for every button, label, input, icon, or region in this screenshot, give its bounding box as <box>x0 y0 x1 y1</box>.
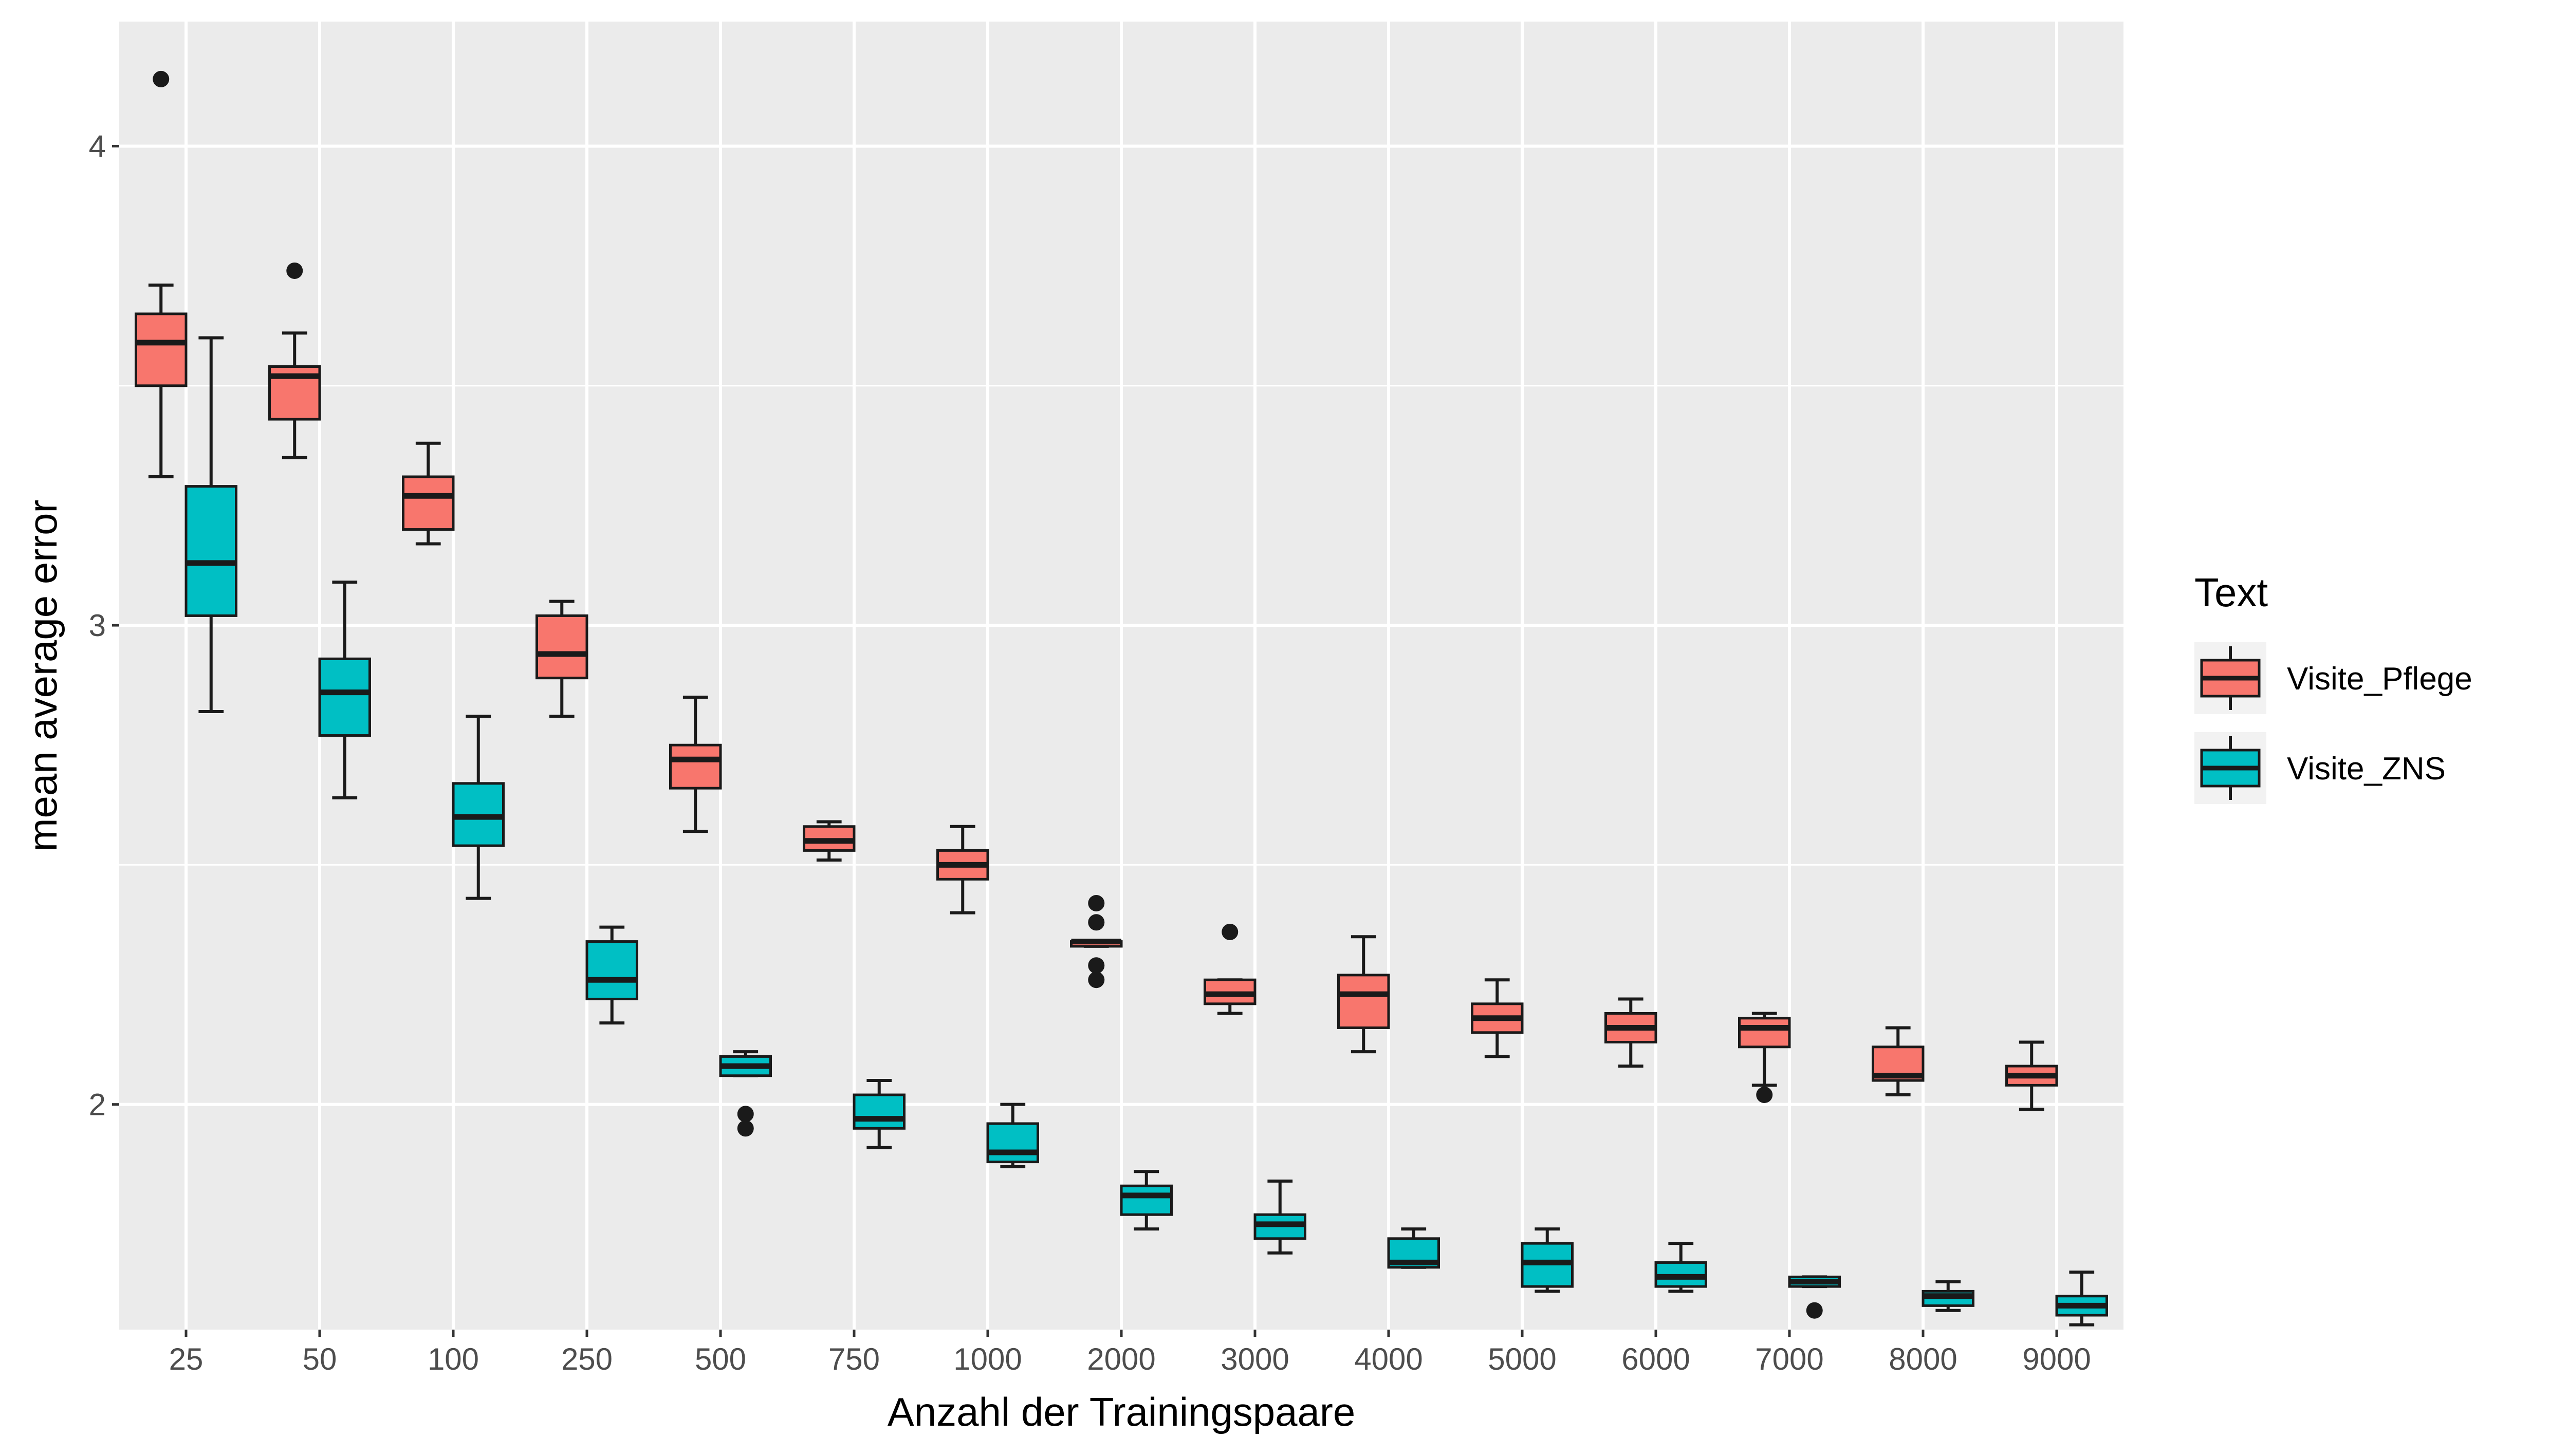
box-body <box>853 1093 906 1130</box>
box-Visite_ZNS-3000 <box>1253 1179 1306 1255</box>
outlier-point <box>1088 957 1105 974</box>
box-Visite_ZNS-750 <box>853 1079 906 1149</box>
box-body <box>1337 974 1390 1029</box>
y-tick-label: 2 <box>89 1088 106 1122</box>
box-Visite_ZNS-8000 <box>1922 1280 1974 1312</box>
legend-item-Visite_ZNS: Visite_ZNS <box>2194 732 2446 804</box>
box-Visite_Pflege-500 <box>669 695 722 833</box>
outlier-point <box>1222 923 1239 940</box>
x-tick-label: 2000 <box>1087 1342 1155 1376</box>
outlier-point <box>1088 894 1105 911</box>
legend-label: Visite_Pflege <box>2287 661 2472 697</box>
legend-item-Visite_Pflege: Visite_Pflege <box>2194 642 2472 714</box>
x-tick-label: 7000 <box>1755 1342 1823 1376</box>
box-Visite_Pflege-3000 <box>1204 923 1257 1015</box>
box-Visite_ZNS-4000 <box>1387 1227 1440 1269</box>
box-Visite_ZNS-5000 <box>1521 1227 1574 1293</box>
box-body <box>535 614 588 680</box>
box-Visite_Pflege-9000 <box>2005 1040 2058 1111</box>
outlier-point <box>737 1120 754 1137</box>
box-Visite_ZNS-50 <box>318 581 371 799</box>
x-tick-label: 5000 <box>1488 1342 1556 1376</box>
box-Visite_Pflege-5000 <box>1471 978 1524 1058</box>
outlier-point <box>1088 972 1105 988</box>
box-Visite_ZNS-250 <box>585 925 638 1025</box>
outlier-point <box>1806 1302 1823 1319</box>
box-body <box>402 475 455 531</box>
box-Visite_Pflege-1000 <box>936 825 989 914</box>
box-body <box>184 485 237 617</box>
x-tick-label: 25 <box>169 1342 204 1376</box>
x-axis-title: Anzahl der Trainingspaare <box>888 1389 1356 1434</box>
y-tick-label: 4 <box>89 129 106 163</box>
outlier-point <box>737 1106 754 1123</box>
box-Visite_Pflege-250 <box>535 600 588 718</box>
box-body <box>1120 1184 1173 1216</box>
box-Visite_ZNS-25 <box>184 336 237 713</box>
box-Visite_Pflege-8000 <box>1872 1026 1925 1097</box>
x-tick-label: 250 <box>561 1342 613 1376</box>
x-tick-label: 50 <box>303 1342 337 1376</box>
box-Visite_Pflege-100 <box>402 441 455 546</box>
box-body <box>1738 1017 1791 1049</box>
box-Visite_Pflege-25 <box>135 70 188 478</box>
outlier-point <box>286 262 303 279</box>
x-tick-label: 6000 <box>1621 1342 1690 1376</box>
box-Visite_Pflege-750 <box>803 820 856 862</box>
box-body <box>585 940 638 1001</box>
legend: Text Visite_Pflege Visite_ZNS <box>2194 570 2472 804</box>
box-Visite_Pflege-7000 <box>1738 1012 1791 1104</box>
legend-label: Visite_ZNS <box>2287 751 2446 787</box>
box-Visite_Pflege-50 <box>268 262 321 459</box>
y-tick-label: 3 <box>89 608 106 643</box>
x-tick-label: 8000 <box>1889 1342 1957 1376</box>
x-tick-label: 500 <box>695 1342 746 1376</box>
x-tick-label: 750 <box>828 1342 880 1376</box>
box-Visite_Pflege-6000 <box>1604 997 1657 1068</box>
box-marks <box>135 70 2108 1327</box>
box-Visite_ZNS-7000 <box>1788 1275 1841 1319</box>
x-axis: 25 50 100 250 500 750 1000 2000 3000 4000 5000 6000… <box>169 1330 2091 1376</box>
box-body <box>669 743 722 790</box>
x-tick-label: 1000 <box>953 1342 1022 1376</box>
y-axis-title: mean average error <box>20 499 65 851</box>
box-body <box>986 1122 1039 1164</box>
box-Visite_ZNS-1000 <box>986 1103 1039 1168</box>
box-Visite_ZNS-6000 <box>1654 1242 1707 1293</box>
box-Visite_Pflege-2000 <box>1070 894 1123 988</box>
box-body <box>135 312 188 387</box>
box-Visite_ZNS-9000 <box>2055 1271 2108 1327</box>
outlier-point <box>1088 914 1105 931</box>
legend-title: Text <box>2194 570 2268 615</box>
x-tick-label: 9000 <box>2022 1342 2091 1376</box>
x-tick-label: 3000 <box>1221 1342 1289 1376</box>
box-Visite_ZNS-2000 <box>1120 1170 1173 1231</box>
x-tick-label: 4000 <box>1354 1342 1423 1376</box>
y-axis: 2 3 4 <box>89 129 119 1122</box>
box-body <box>318 657 371 737</box>
outlier-point <box>1756 1087 1773 1104</box>
box-Visite_ZNS-500 <box>719 1050 772 1137</box>
outlier-point <box>153 70 170 87</box>
x-tick-label: 100 <box>428 1342 479 1376</box>
box-Visite_Pflege-4000 <box>1337 935 1390 1054</box>
box-Visite_ZNS-100 <box>452 715 505 900</box>
